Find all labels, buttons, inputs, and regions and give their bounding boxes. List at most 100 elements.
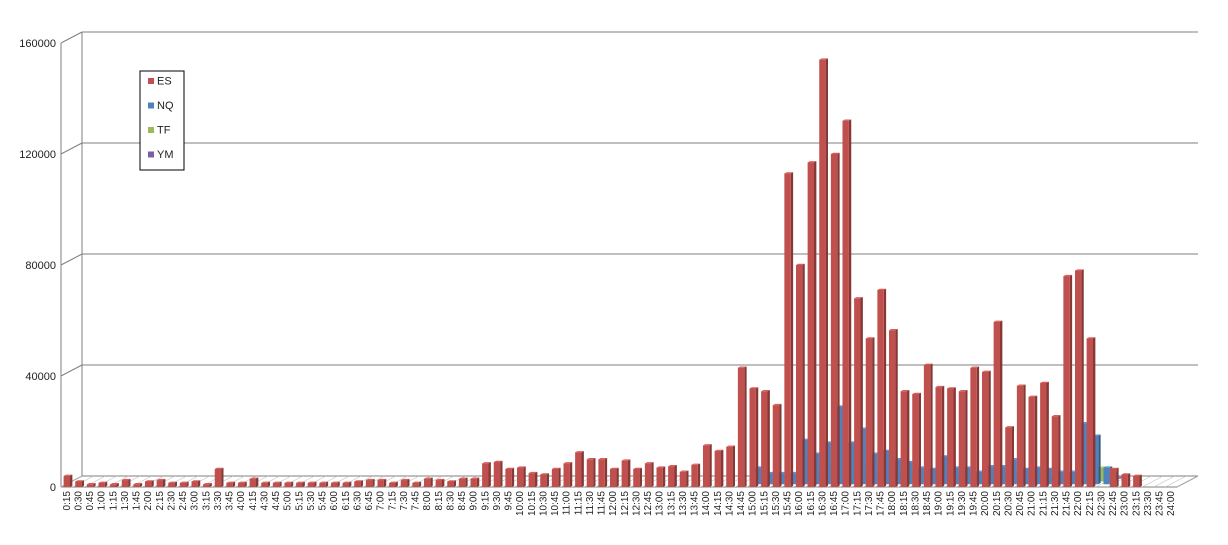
bar-top-es [1121, 473, 1131, 475]
x-tick-label: 3:45 [225, 491, 236, 511]
floor-grid-line [1153, 475, 1175, 488]
bar-es [365, 480, 373, 487]
bar-side-es [941, 385, 945, 487]
bar-es [98, 482, 105, 487]
bar-side-es [1023, 384, 1026, 487]
bar-side-es [976, 366, 980, 487]
bar-side-es [267, 481, 270, 487]
bar-es [203, 484, 210, 487]
x-tick-label: 21:30 [1050, 491, 1061, 516]
bar-es [75, 481, 82, 487]
x-tick-label: 7:45 [411, 491, 422, 511]
gridline-side [60, 31, 83, 44]
x-tick-label: 22:15 [1085, 491, 1096, 516]
bar-top-es [400, 478, 410, 481]
bar-top-es [284, 481, 294, 483]
bar-side-es [290, 481, 294, 487]
x-tick-label: 3:30 [213, 491, 224, 511]
x-tick-label: 19:00 [934, 491, 945, 516]
x-tick-label: 4:45 [271, 491, 282, 511]
x-tick-label: 21:45 [1062, 491, 1073, 516]
bar-es [493, 462, 501, 487]
bar-es [121, 480, 129, 487]
bar-es [1133, 475, 1140, 487]
bar-es [296, 482, 303, 487]
bar-es [540, 474, 547, 487]
x-tick-label: 10:15 [527, 491, 538, 516]
x-tick-label: 15:30 [771, 491, 782, 516]
x-tick-label: 8:00 [422, 491, 433, 511]
bar-side-es [651, 462, 654, 487]
bar-top-es [737, 366, 747, 368]
bar-es [1109, 468, 1117, 487]
legend-swatch-tf [148, 127, 154, 133]
x-tick-label: 20:15 [992, 491, 1003, 516]
bar-side-es [895, 328, 898, 487]
x-tick-label: 14:00 [701, 491, 712, 516]
bar-top-es [912, 392, 921, 395]
x-tick-label: 16:00 [794, 491, 805, 516]
bar-top-es [1040, 381, 1049, 383]
x-tick-label: 14:15 [713, 491, 724, 516]
bar-top-es [1074, 269, 1084, 271]
bar-side-es [674, 464, 677, 487]
bar-side-es [302, 481, 305, 487]
bar-es [284, 482, 291, 487]
bar-es [586, 459, 594, 487]
x-tick-label: 2:15 [155, 491, 166, 511]
bar-top-es [203, 482, 212, 485]
bar-es [749, 388, 756, 487]
bar-es [86, 484, 94, 487]
bar-side-es [256, 477, 259, 487]
x-tick-label: 2:00 [143, 491, 154, 511]
bar-top-es [423, 477, 433, 479]
x-tick-label: 9:15 [480, 491, 491, 511]
x-tick-label: 10:00 [515, 491, 526, 516]
x-tick-label: 20:45 [1015, 491, 1026, 516]
bar-top-es [1086, 337, 1096, 339]
bar-es [447, 481, 454, 487]
bar-side-es [337, 481, 340, 487]
bar-top-es [1063, 274, 1073, 277]
floor-grid-line [1165, 475, 1187, 488]
y-tick-label: 120000 [19, 149, 56, 161]
bar-es [63, 475, 71, 487]
bar-side-es [930, 363, 933, 487]
bar-side-es [825, 58, 828, 487]
x-tick-label: 0:30 [73, 491, 84, 511]
x-tick-label: 6:00 [329, 491, 340, 511]
legend-swatch-ym [148, 151, 154, 158]
bar-side-es [488, 462, 491, 487]
bar-top-es [516, 466, 526, 468]
bar-es [900, 391, 908, 487]
bar-es [784, 173, 791, 488]
bar-side-es [697, 463, 701, 487]
bar-top-es [296, 481, 305, 483]
bar-es [609, 468, 617, 487]
bar-side-es [1081, 269, 1084, 487]
x-tick-label: 15:15 [759, 491, 770, 516]
bar-es [1051, 416, 1059, 487]
bar-top-es [1028, 395, 1038, 397]
bar-es [737, 367, 745, 487]
bar-side-es [93, 482, 96, 487]
bar-side-es [197, 480, 201, 487]
bar-es [156, 480, 164, 487]
bar-top-es [644, 462, 654, 464]
x-tick-label: 1:30 [120, 491, 131, 511]
bar-es [912, 394, 919, 487]
bar-top-es [1005, 426, 1014, 428]
x-tick-label: 6:30 [352, 491, 363, 511]
bar-side-es [965, 390, 968, 487]
bar-side-es [1011, 426, 1014, 487]
bar-top-es [784, 172, 794, 174]
bar-es [981, 371, 989, 487]
bar-top-es [714, 449, 724, 451]
bar-top-es [168, 481, 177, 483]
bar-es [993, 321, 1001, 487]
bar-top-es [505, 467, 515, 469]
bar-top-es [493, 460, 503, 463]
x-tick-label: 8:30 [445, 491, 456, 511]
bar-es [691, 464, 698, 487]
bar-es [923, 364, 931, 487]
